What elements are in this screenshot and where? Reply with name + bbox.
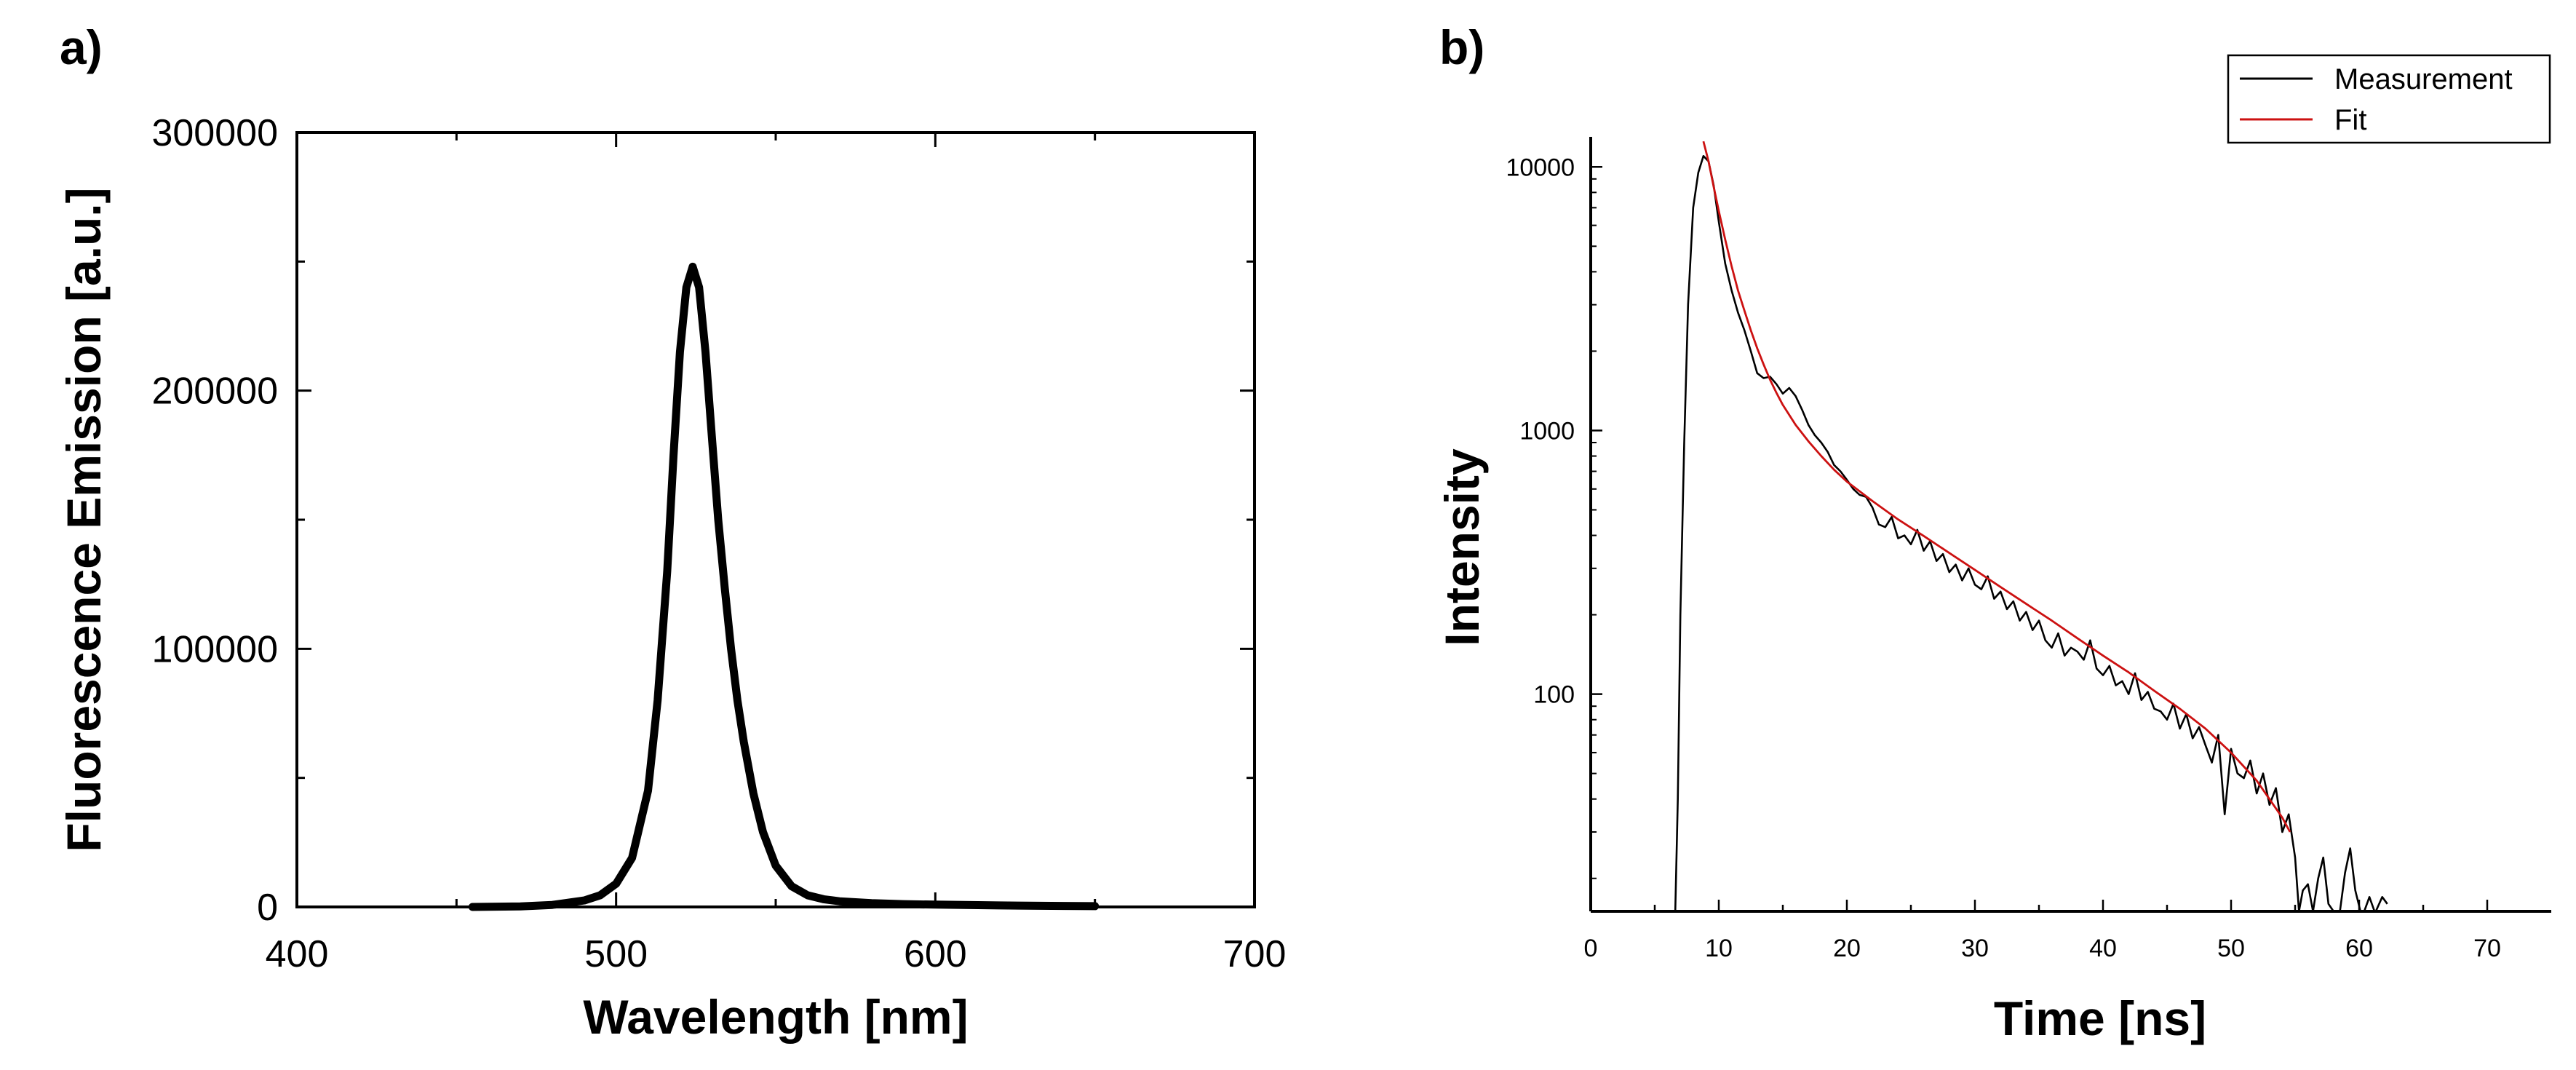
a-y-tick-label: 200000: [151, 370, 278, 413]
panel-b-tick-labels: 0 10 20 30 40 50 60 70 100 1000 10000: [1506, 154, 2500, 962]
emission-spectrum-line: [468, 262, 1100, 911]
fit-line: [1702, 140, 2291, 833]
panel-a-label: a): [60, 20, 103, 74]
a-y-tick-label: 100000: [151, 628, 278, 670]
measurement-line-tail: [2339, 847, 2388, 913]
b-x-tick-label: 50: [2217, 935, 2245, 962]
panel-b-y-axis-title: Intensity: [1435, 448, 1489, 646]
panel-a: a) 400 500 600 700 0 100000 200000 300000 Wavel…: [57, 20, 1286, 1044]
b-y-tick-label: 1000: [1519, 417, 1575, 445]
a-y-tick-label: 0: [257, 887, 278, 929]
legend-measurement-label: Measurement: [2334, 63, 2513, 95]
panel-b-legend: Measurement Fit: [2227, 54, 2551, 144]
b-x-tick-label: 40: [2089, 935, 2117, 962]
b-y-tick-label: 100: [1533, 681, 1575, 709]
b-x-tick-label: 30: [1961, 935, 1989, 962]
a-x-tick-label: 500: [584, 933, 648, 975]
panel-a-tick-labels: 400 500 600 700 0 100000 200000 300000: [151, 112, 1286, 975]
a-y-tick-label: 300000: [151, 112, 278, 154]
b-x-tick-label: 0: [1584, 935, 1598, 962]
panel-a-plot-frame: [295, 131, 1256, 908]
panel-a-series: [468, 262, 1100, 911]
panel-b-series: [1674, 140, 2388, 913]
b-x-tick-label: 60: [2345, 935, 2373, 962]
a-x-tick-label: 600: [904, 933, 967, 975]
panel-b: b) 0 10 20 30 40 50 60 70 100 1000 10000 Time [ns]…: [1435, 20, 2551, 1045]
measurement-line: [1674, 155, 2385, 913]
b-x-tick-label: 70: [2473, 935, 2501, 962]
a-x-tick-label: 400: [266, 933, 329, 975]
panel-b-ticks: [1589, 166, 2489, 911]
panel-a-x-axis-title: Wavelength [nm]: [583, 990, 968, 1044]
panel-b-x-axis-title: Time [ns]: [1994, 991, 2206, 1045]
b-x-tick-label: 20: [1833, 935, 1861, 962]
b-y-tick-label: 10000: [1506, 154, 1575, 181]
panel-b-label: b): [1439, 20, 1484, 74]
panel-a-y-axis-title: Fluorescence Emission [a.u.]: [57, 187, 111, 852]
b-x-tick-label: 10: [1705, 935, 1733, 962]
legend-fit-label: Fit: [2334, 104, 2366, 136]
panel-a-ticks: [295, 131, 1256, 908]
legend-box: [2227, 54, 2551, 144]
a-x-tick-label: 700: [1223, 933, 1287, 975]
